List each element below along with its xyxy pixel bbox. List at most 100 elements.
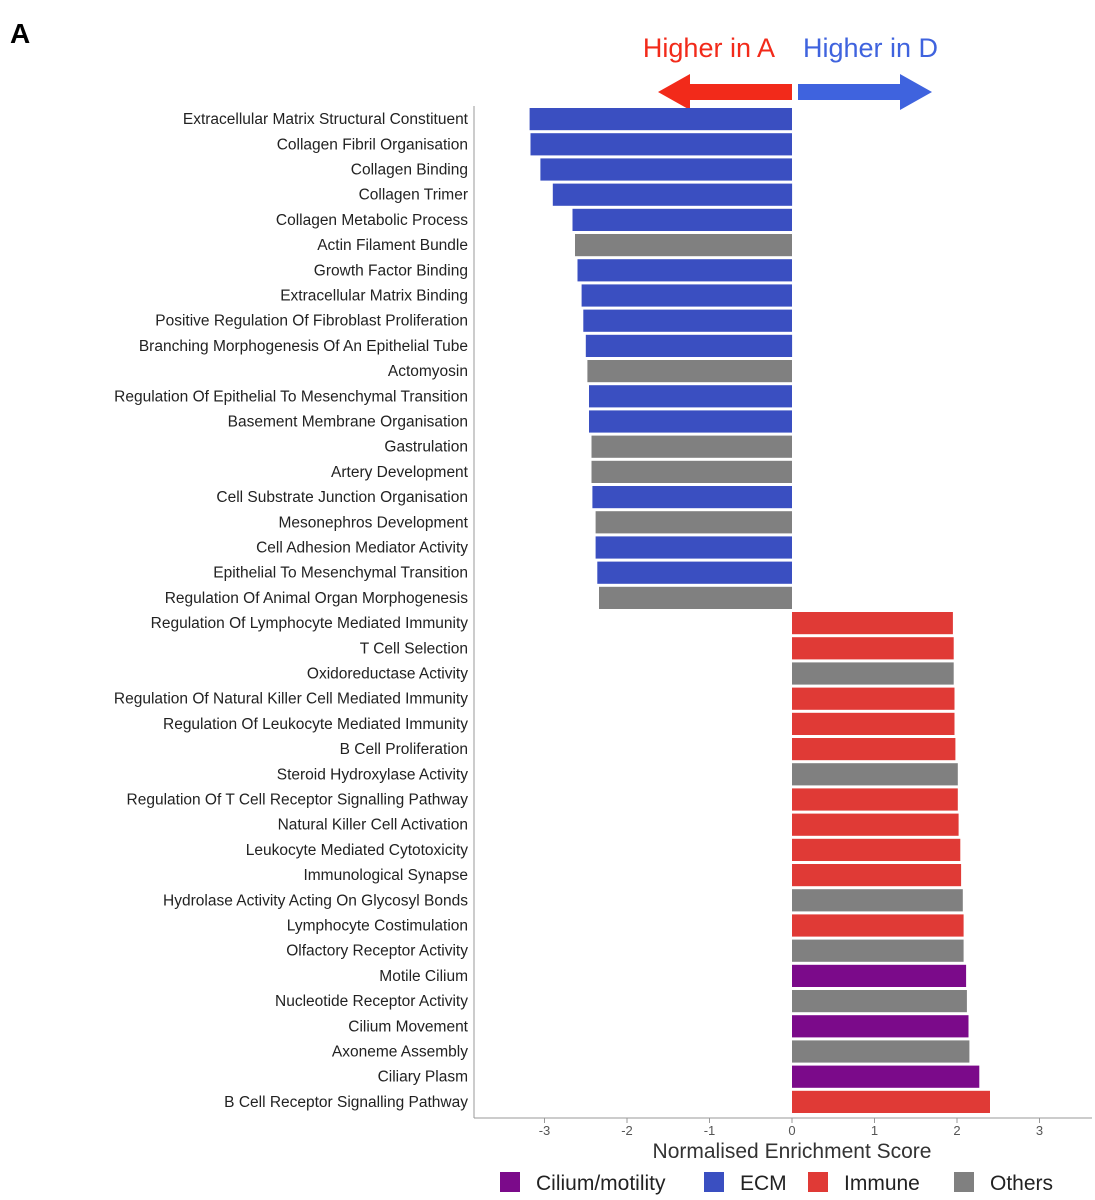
- bar: [792, 612, 953, 635]
- category-label: Branching Morphogenesis Of An Epithelial…: [139, 338, 468, 355]
- bar: [792, 637, 954, 660]
- category-label: Natural Killer Cell Activation: [278, 817, 468, 834]
- bar: [792, 712, 955, 735]
- bar: [792, 990, 967, 1013]
- category-label: Nucleotide Receptor Activity: [275, 993, 468, 1010]
- x-axis-title: Normalised Enrichment Score: [653, 1140, 932, 1163]
- category-label: Regulation Of Lymphocyte Mediated Immuni…: [151, 615, 469, 632]
- axes: [473, 106, 1092, 1119]
- bar: [792, 687, 955, 710]
- category-label: Positive Regulation Of Fibroblast Prolif…: [155, 313, 468, 330]
- legend-swatch: [500, 1172, 520, 1192]
- category-label: B Cell Receptor Signalling Pathway: [224, 1094, 468, 1111]
- x-tick-label: 3: [1036, 1123, 1043, 1138]
- bar: [792, 763, 958, 786]
- category-label: Ciliary Plasm: [378, 1069, 468, 1086]
- x-tick-label: -2: [621, 1123, 633, 1138]
- category-label: Basement Membrane Organisation: [228, 414, 468, 431]
- right-arrow-icon: [798, 74, 932, 110]
- bar: [792, 838, 961, 861]
- category-label: Actin Filament Bundle: [317, 237, 468, 254]
- bar: [792, 889, 963, 912]
- legend: Cilium/motility ECM Immune Others: [500, 1172, 1053, 1195]
- category-label: Leukocyte Mediated Cytotoxicity: [246, 842, 469, 859]
- bar: [792, 939, 964, 962]
- category-label: Growth Factor Binding: [314, 262, 468, 279]
- category-label: Gastrulation: [384, 439, 468, 456]
- bar: [595, 511, 792, 534]
- legend-swatch: [704, 1172, 724, 1192]
- x-tick-label: 1: [871, 1123, 878, 1138]
- direction-header: Higher in A Higher in D: [643, 33, 938, 110]
- category-label: Collagen Metabolic Process: [276, 212, 468, 229]
- bar: [577, 259, 792, 282]
- category-label: Steroid Hydroxylase Activity: [277, 766, 468, 783]
- category-label: Regulation Of Animal Organ Morphogenesis: [165, 590, 469, 607]
- bar: [592, 486, 792, 509]
- x-tick-label: -1: [704, 1123, 716, 1138]
- category-label: Epithelial To Mesenchymal Transition: [213, 565, 468, 582]
- x-tick-label: -3: [539, 1123, 551, 1138]
- category-label: Regulation Of Epithelial To Mesenchymal …: [114, 388, 468, 405]
- bar: [575, 234, 792, 257]
- category-label: B Cell Proliferation: [340, 741, 468, 758]
- category-label: Motile Cilium: [379, 968, 468, 985]
- bar: [591, 435, 792, 458]
- bar: [581, 284, 792, 307]
- bar: [792, 813, 959, 836]
- bars-layer: [529, 108, 990, 1113]
- category-label: Lymphocyte Costimulation: [287, 918, 468, 935]
- legend-label: Immune: [844, 1172, 920, 1195]
- legend-label: Others: [990, 1172, 1053, 1195]
- bar: [540, 158, 792, 181]
- bar: [530, 133, 792, 156]
- category-labels: Extracellular Matrix Structural Constitu…: [114, 111, 469, 1111]
- bar: [792, 914, 964, 937]
- legend-label: Cilium/motility: [536, 1172, 666, 1195]
- category-label: Cell Substrate Junction Organisation: [216, 489, 468, 506]
- bar: [595, 536, 792, 559]
- category-label: Oxidoreductase Activity: [307, 666, 468, 683]
- bar: [792, 1015, 969, 1038]
- category-label: Olfactory Receptor Activity: [286, 943, 468, 960]
- legend-label: ECM: [740, 1172, 787, 1195]
- bar: [792, 964, 967, 987]
- bar: [583, 309, 792, 332]
- bar: [792, 1065, 980, 1088]
- category-label: Collagen Trimer: [359, 187, 468, 204]
- x-tick-label: 2: [953, 1123, 960, 1138]
- category-label: Cell Adhesion Mediator Activity: [256, 540, 468, 557]
- panel-label: A: [10, 18, 30, 49]
- bar: [587, 360, 792, 383]
- category-label: Immunological Synapse: [303, 867, 468, 884]
- higher-in-a-label: Higher in A: [643, 33, 775, 63]
- bar: [792, 1040, 970, 1063]
- category-label: Extracellular Matrix Structural Constitu…: [183, 111, 469, 128]
- bar: [589, 410, 792, 433]
- bar: [792, 662, 954, 685]
- category-label: Actomyosin: [388, 363, 468, 380]
- bar: [552, 183, 793, 206]
- category-label: Collagen Fibril Organisation: [277, 136, 468, 153]
- category-label: Regulation Of Leukocyte Mediated Immunit…: [163, 716, 468, 733]
- category-label: Extracellular Matrix Binding: [280, 288, 468, 305]
- category-label: Regulation Of T Cell Receptor Signalling…: [127, 792, 469, 809]
- bar: [792, 1090, 990, 1113]
- bar: [529, 108, 792, 131]
- bar: [792, 738, 956, 761]
- bar: [589, 385, 792, 408]
- category-label: T Cell Selection: [360, 640, 468, 657]
- bar: [572, 208, 792, 231]
- bar: [585, 334, 793, 357]
- legend-swatch: [954, 1172, 974, 1192]
- x-ticks: -3 -2 -1 0 1 2 3: [539, 1118, 1043, 1138]
- category-label: Artery Development: [331, 464, 469, 481]
- category-label: Axoneme Assembly: [332, 1044, 468, 1061]
- x-tick-label: 0: [788, 1123, 795, 1138]
- left-arrow-icon: [658, 74, 792, 110]
- bar: [792, 788, 958, 811]
- bar: [792, 864, 962, 887]
- category-label: Collagen Binding: [351, 162, 468, 179]
- legend-swatch: [808, 1172, 828, 1192]
